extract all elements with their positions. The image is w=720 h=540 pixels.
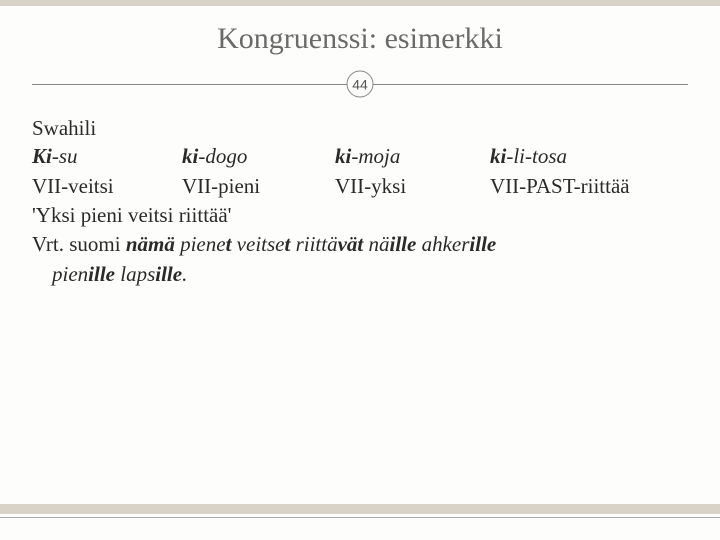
text: Vrt. suomi [32, 232, 126, 256]
stem: -dogo [198, 144, 247, 168]
thin-rule [0, 517, 720, 518]
bold-suffix: ille [390, 232, 417, 256]
morpheme-row: Ki-su ki-dogo ki-moja ki-li-tosa [32, 142, 688, 170]
bold-suffix: ille [155, 262, 182, 286]
title-divider: 44 [32, 70, 688, 98]
bold-suffix: ille [469, 232, 496, 256]
text: pien [52, 262, 88, 286]
stem: -li-tosa [506, 144, 567, 168]
accent-bar-top [0, 0, 720, 6]
slide-title: Kongruenssi: esimerkki [32, 22, 688, 56]
prefix: ki [335, 144, 351, 168]
cell-ki-dogo: ki-dogo [182, 142, 335, 170]
slide-number-badge: 44 [347, 71, 374, 98]
cell-ki-moja: ki-moja [335, 142, 490, 170]
language-label: Swahili [32, 114, 688, 142]
translation-line: 'Yksi pieni veitsi riittää' [32, 201, 688, 229]
bold-word: nämä [126, 232, 175, 256]
cell-vii-past: VII-PAST-riittää [490, 172, 688, 200]
cell-ki-li-tosa: ki-li-tosa [490, 142, 688, 170]
cell-vii-veitsi: VII-veitsi [32, 172, 182, 200]
text: . [182, 262, 187, 286]
prefix: Ki [32, 144, 52, 168]
text: piene [175, 232, 226, 256]
slide-content: Swahili Ki-su ki-dogo ki-moja ki-li-tosa… [32, 114, 688, 288]
bold-suffix: ille [88, 262, 115, 286]
cell-vii-pieni: VII-pieni [182, 172, 335, 200]
prefix: ki [182, 144, 198, 168]
text: riittä [290, 232, 337, 256]
comparison-line: Vrt. suomi nämä pienet veitset riittävät… [32, 230, 688, 258]
accent-bar-bottom [0, 504, 720, 514]
footer-rule [0, 504, 720, 518]
text: veitse [231, 232, 284, 256]
text: ahker [416, 232, 469, 256]
text: laps [115, 262, 155, 286]
stem: -su [52, 144, 78, 168]
comparison-line-2: pienille lapsille. [32, 260, 688, 288]
cell-ki-su: Ki-su [32, 142, 182, 170]
stem: -moja [351, 144, 400, 168]
gloss-row: VII-veitsi VII-pieni VII-yksi VII-PAST-r… [32, 172, 688, 200]
slide: Kongruenssi: esimerkki 44 Swahili Ki-su … [0, 0, 720, 540]
cell-vii-yksi: VII-yksi [335, 172, 490, 200]
bold-suffix: vät [338, 232, 364, 256]
prefix: ki [490, 144, 506, 168]
text: nä [363, 232, 389, 256]
